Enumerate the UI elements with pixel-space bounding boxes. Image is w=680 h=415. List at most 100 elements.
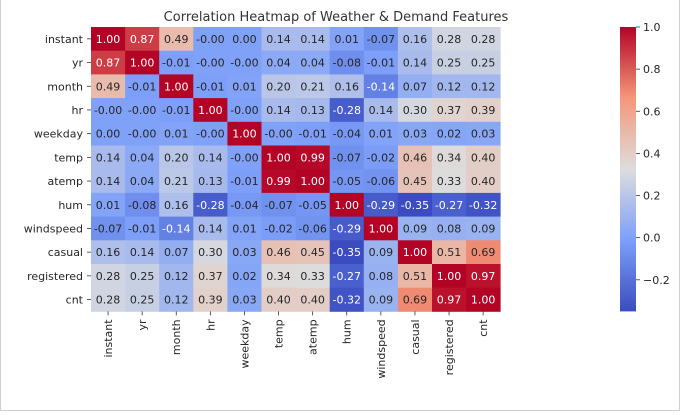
heatmap-cell	[329, 287, 365, 312]
cell-value-label: 0.49	[164, 33, 189, 46]
heatmap-cell	[261, 98, 296, 123]
cell-value-label: 1.00	[335, 199, 360, 212]
cell-value-label: 0.14	[198, 222, 223, 235]
colorbar-tick-label: 0.6	[643, 105, 661, 118]
heatmap-cell	[466, 192, 501, 217]
cell-value-label: -0.01	[128, 222, 156, 235]
heatmap-cell	[363, 145, 399, 170]
cell-value-label: 0.09	[471, 222, 496, 235]
heatmap-cell	[159, 74, 194, 99]
cell-value-label: 0.46	[266, 246, 291, 259]
cell-value-label: -0.00	[128, 128, 156, 141]
heatmap-cell	[91, 216, 126, 241]
cell-value-label: -0.00	[230, 151, 258, 164]
cell-value-label: 0.69	[403, 294, 428, 307]
colorbar-tick-label: 0.0	[643, 232, 661, 245]
heatmap-cell	[159, 121, 194, 146]
heatmap-cell	[466, 74, 501, 99]
cell-value-label: 0.97	[471, 270, 496, 283]
cell-value-label: 0.87	[96, 57, 121, 70]
cell-value-label: 0.02	[437, 128, 462, 141]
cell-value-label: 0.33	[300, 270, 325, 283]
heatmap-cell	[125, 145, 160, 170]
cell-value-label: 0.08	[369, 270, 394, 283]
cell-value-label: 1.00	[369, 222, 394, 235]
heatmap-cell	[295, 98, 331, 123]
cell-value-label: 1.00	[437, 270, 462, 283]
column-label: yr	[136, 319, 149, 331]
cell-value-label: 0.40	[471, 175, 496, 188]
column-labels: instant yr month hr weekday temp atemp hum winds…	[102, 311, 490, 379]
heatmap-cell	[329, 192, 365, 217]
cell-value-label: 1.00	[266, 151, 291, 164]
cell-value-label: 0.14	[198, 151, 223, 164]
cell-value-label: 0.45	[403, 175, 428, 188]
heatmap-cell	[432, 216, 467, 241]
cell-value-label: -0.02	[264, 222, 292, 235]
heatmap-cell	[91, 74, 126, 99]
cell-value-label: 0.30	[198, 246, 223, 259]
cell-value-label: 0.20	[266, 80, 291, 93]
cell-value-label: 0.14	[369, 104, 394, 117]
heatmap-cell	[329, 240, 365, 265]
cell-value-label: -0.01	[128, 80, 156, 93]
heatmap-cell	[227, 121, 262, 146]
heatmap-cell	[466, 145, 501, 170]
cell-value-label: 0.01	[369, 128, 394, 141]
cell-value-label: -0.06	[367, 175, 395, 188]
heatmap-cell	[159, 287, 194, 312]
heatmap-cell	[295, 169, 331, 194]
row-label: temp	[54, 151, 83, 164]
heatmap-cell	[397, 27, 433, 52]
heatmap-cell	[125, 98, 160, 123]
heatmap-cell	[363, 192, 399, 217]
cell-value-label: -0.00	[196, 57, 224, 70]
heatmap-cell	[466, 27, 501, 52]
cell-value-label: -0.07	[333, 151, 361, 164]
heatmap-cell	[432, 98, 467, 123]
cell-value-label: -0.00	[196, 33, 224, 46]
cell-value-label: 0.34	[266, 270, 291, 283]
heatmap-cell	[363, 27, 399, 52]
heatmap-cell	[125, 216, 160, 241]
cell-value-label: -0.35	[401, 199, 429, 212]
heatmap-cell	[193, 169, 228, 194]
row-label: registered	[27, 270, 83, 283]
cell-value-label: 0.40	[471, 151, 496, 164]
heatmap-cell	[363, 169, 399, 194]
cell-value-label: 0.14	[266, 104, 291, 117]
cell-value-label: 0.14	[403, 57, 428, 70]
cell-value-label: -0.00	[230, 104, 258, 117]
heatmap-cell	[125, 192, 160, 217]
heatmap-cell	[363, 74, 399, 99]
heatmap-cell	[363, 121, 399, 146]
heatmap-cell	[159, 98, 194, 123]
heatmap-cell	[125, 50, 160, 75]
heatmap-cell	[432, 145, 467, 170]
cell-value-label: 0.40	[300, 294, 325, 307]
cell-value-label: -0.02	[367, 151, 395, 164]
cell-value-label: 1.00	[198, 104, 223, 117]
heatmap-cell	[125, 287, 160, 312]
cell-value-label: -0.00	[264, 128, 292, 141]
row-label: cnt	[66, 294, 84, 307]
cell-value-label: -0.00	[128, 104, 156, 117]
heatmap-cell	[91, 27, 126, 52]
cell-value-label: 1.00	[403, 246, 428, 259]
cell-value-label: 0.37	[437, 104, 462, 117]
heatmap-cell	[466, 264, 501, 289]
heatmap-cell	[295, 74, 331, 99]
cell-value-label: -0.01	[162, 57, 190, 70]
heatmap-cell	[193, 98, 228, 123]
cell-value-label: 0.21	[164, 175, 189, 188]
cell-value-label: -0.00	[230, 57, 258, 70]
heatmap-cell	[363, 240, 399, 265]
heatmap-cell	[397, 98, 433, 123]
cell-value-label: 0.16	[335, 80, 360, 93]
cell-value-label: 0.28	[471, 33, 496, 46]
heatmap-cell	[159, 264, 194, 289]
heatmap-cell	[432, 27, 467, 52]
heatmap-cell	[432, 169, 467, 194]
cell-value-label: -0.01	[367, 57, 395, 70]
